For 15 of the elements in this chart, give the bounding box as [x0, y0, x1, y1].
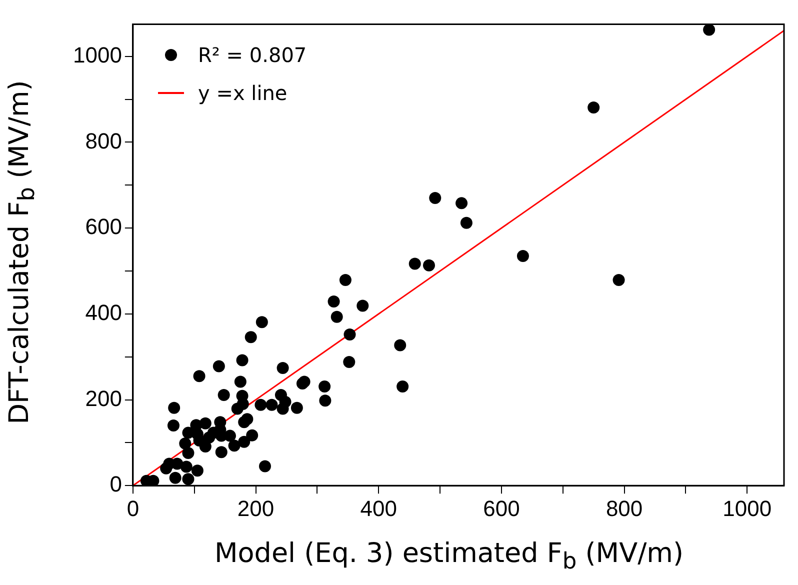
- x-tick-label: 800: [606, 496, 643, 521]
- y-tick-label: 0: [110, 472, 122, 497]
- x-tick-label: 200: [237, 496, 274, 521]
- y-tick-label: 400: [85, 300, 122, 325]
- x-tick-label: 400: [360, 496, 397, 521]
- y-tick-label: 600: [85, 214, 122, 240]
- x-axis-title: Model (Eq. 3) estimated F$_{b}$ (MV/m): [213, 538, 685, 574]
- x-tick-label: 0: [126, 496, 140, 521]
- y-tick-label: 200: [85, 386, 122, 411]
- x-tick-label: 600: [483, 496, 520, 521]
- legend-label: y =x line: [198, 81, 288, 105]
- y-tick-label: 800: [85, 128, 122, 154]
- y-tick-label: 1000: [72, 42, 122, 68]
- legend-label: R² = 0.807: [198, 43, 307, 67]
- x-tick-label: 1000: [722, 496, 772, 521]
